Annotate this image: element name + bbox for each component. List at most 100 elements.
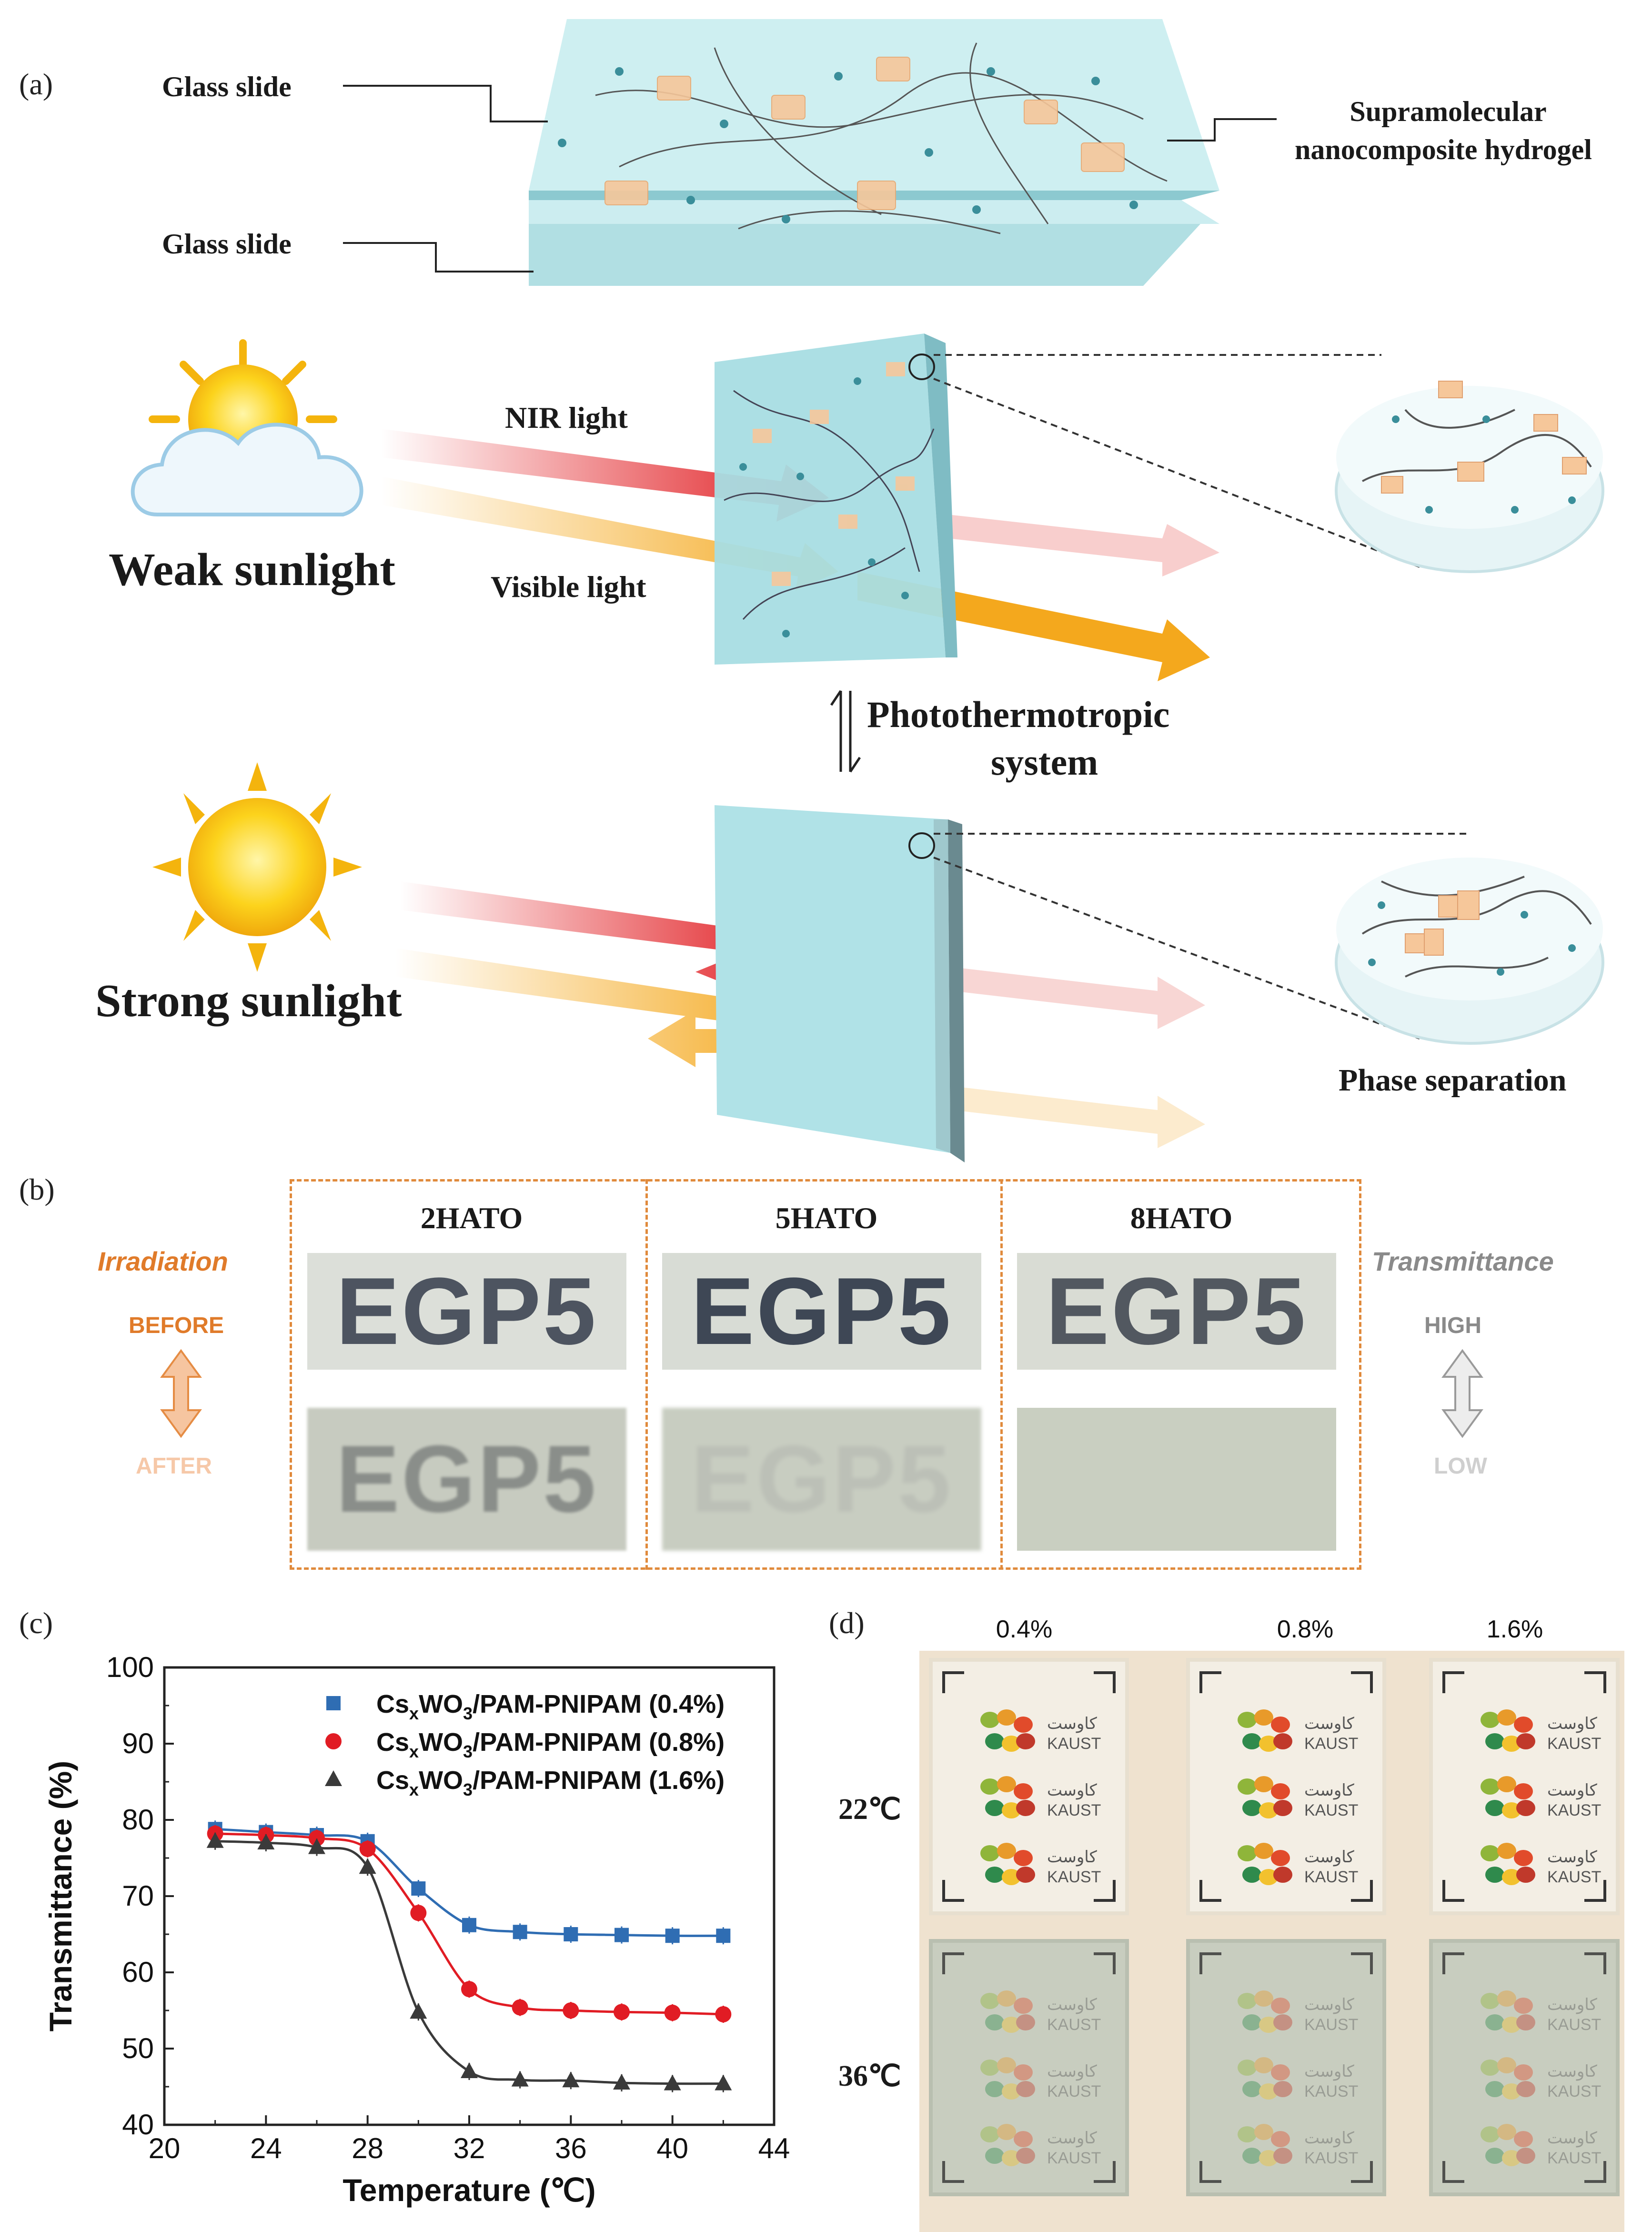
logo-petal — [1485, 2148, 1504, 2164]
hydrogel-label-line1: Supramolecular — [1350, 96, 1547, 127]
sample-8hato-after — [1017, 1408, 1336, 1551]
kaust-logo: كاوست KAUST — [1223, 1840, 1366, 1893]
logo-arabic-text: كاوست — [1547, 2062, 1597, 2081]
weak-sun-icon — [131, 339, 363, 516]
corner-mark — [1199, 1671, 1221, 1693]
logo-petal — [1516, 2081, 1535, 2097]
data-point-s2 — [562, 2071, 580, 2088]
logo-petal — [1254, 1990, 1273, 2007]
x-tick-label: 44 — [758, 2132, 790, 2164]
logo-petal — [1002, 2083, 1021, 2100]
y-axis-label: Transmittance (%) — [43, 1761, 78, 2031]
transmittance-label: Transmittance — [1372, 1246, 1554, 1276]
kaust-logo: كاوست KAUST — [1466, 1707, 1609, 1759]
logo-arabic-text: كاوست — [1304, 1995, 1354, 2014]
logo-petal — [1273, 2014, 1292, 2030]
logo-arabic-text: كاوست — [1047, 1848, 1097, 1867]
y-tick-label: 60 — [122, 1956, 154, 1988]
logo-petal — [1271, 1717, 1290, 1733]
strong-light-arrows — [395, 881, 1205, 1148]
logo-petal — [980, 1712, 999, 1728]
kaust-logo: كاوست KAUST — [1466, 1988, 1609, 2040]
logo-arabic-text: كاوست — [1304, 1781, 1354, 1800]
logo-petal — [1271, 1998, 1290, 2014]
transmittance-chart: 20 24 28 32 36 40 44 40 50 60 70 80 90 100 Temperature… — [43, 1651, 790, 2208]
logo-petal — [1271, 1783, 1290, 1799]
logo-petal — [1516, 2148, 1535, 2164]
irradiation-arrow-icon — [160, 1349, 202, 1438]
logo-arabic-text: كاوست — [1047, 1714, 1097, 1733]
logo-petal — [1273, 1800, 1292, 1816]
panel-a-illustration — [131, 19, 1604, 1162]
logo-petal — [1516, 2014, 1535, 2030]
logo-petal — [1516, 1733, 1535, 1749]
logo-petal — [1014, 2131, 1033, 2147]
corner-mark — [1094, 2161, 1116, 2183]
x-tick-label: 36 — [555, 2132, 587, 2164]
corner-mark — [942, 1952, 964, 1974]
strong-sunlight-label: Strong sunlight — [95, 975, 402, 1027]
logo-petal — [1016, 2081, 1035, 2097]
sample-photo-grid: كاوست KAUST كاوست KAUST كاوست KAUST كاوست KAUST… — [919, 1651, 1624, 2232]
corner-mark — [1351, 1671, 1373, 1693]
logo-petal — [980, 1778, 999, 1795]
corner-mark — [1094, 1880, 1116, 1902]
logo-petal — [1259, 2017, 1278, 2033]
logo-petal — [1502, 2083, 1521, 2100]
data-point-s2 — [359, 1858, 376, 1874]
x-axis-label: Temperature (℃) — [342, 2172, 595, 2208]
logo-petal — [1514, 1850, 1533, 1866]
logo-petal — [1254, 2124, 1273, 2140]
x-tick-label: 24 — [250, 2132, 282, 2164]
logo-petal — [997, 2057, 1016, 2073]
logo-petal — [1497, 2124, 1516, 2140]
logo-arabic-text: كاوست — [1304, 2062, 1354, 2081]
logo-latin-text: KAUST — [1047, 2149, 1101, 2167]
logo-latin-text: KAUST — [1547, 1868, 1602, 1886]
logo-petal — [1016, 2148, 1035, 2164]
logo-petal — [1485, 2081, 1504, 2097]
logo-petal — [1497, 1709, 1516, 1726]
x-tick-label: 32 — [453, 2132, 485, 2164]
logo-latin-text: KAUST — [1547, 2016, 1602, 2034]
y-tick-label: 90 — [122, 1727, 154, 1759]
sample-photo-1-1: كاوست KAUST كاوست KAUST كاوست KAUST — [1186, 1939, 1386, 2196]
logo-petal — [1273, 2148, 1292, 2164]
logo-petal — [1238, 1712, 1257, 1728]
kaust-logo: كاوست KAUST — [1466, 1840, 1609, 1893]
legend-marker — [325, 1733, 342, 1749]
y-tick-label: 50 — [122, 2032, 154, 2064]
kaust-logo: كاوست KAUST — [966, 1774, 1109, 1826]
logo-petal — [985, 2148, 1004, 2164]
logo-petal — [1481, 1993, 1500, 2009]
conc-label-0: 0.4% — [996, 1616, 1053, 1643]
logo-petal — [980, 1993, 999, 2009]
logo-latin-text: KAUST — [1547, 2082, 1602, 2101]
logo-petal — [1485, 1800, 1504, 1816]
y-tick-label: 40 — [122, 2109, 154, 2141]
corner-mark — [1442, 2161, 1464, 2183]
logo-petal — [1016, 2014, 1035, 2030]
sample-2hato-after: EGP5 — [307, 1408, 626, 1551]
logo-petal — [985, 2081, 1004, 2097]
visible-light-label: Visible light — [491, 570, 646, 604]
data-point-s0 — [716, 1929, 731, 1943]
system-label-line1: Photothermotropic — [867, 694, 1170, 735]
logo-latin-text: KAUST — [1047, 1735, 1101, 1753]
system-label-line2: system — [991, 741, 1098, 783]
corner-mark — [1094, 1671, 1116, 1693]
logo-arabic-text: كاوست — [1547, 2129, 1597, 2148]
kaust-logo: كاوست KAUST — [1223, 1707, 1366, 1759]
y-tick-label: 100 — [106, 1651, 154, 1683]
hydrogel-label-line2: nanocomposite hydrogel — [1295, 134, 1592, 165]
glass-pane-strong — [715, 805, 965, 1162]
logo-petal — [1481, 1778, 1500, 1795]
legend-marker — [326, 1696, 341, 1710]
logo-latin-text: KAUST — [1304, 1735, 1359, 1753]
corner-mark — [1351, 2161, 1373, 2183]
logo-petal — [1016, 1733, 1035, 1749]
high-label: HIGH — [1424, 1313, 1481, 1338]
logo-petal — [1242, 1867, 1261, 1883]
logo-latin-text: KAUST — [1047, 2082, 1101, 2101]
corner-mark — [1584, 2161, 1606, 2183]
